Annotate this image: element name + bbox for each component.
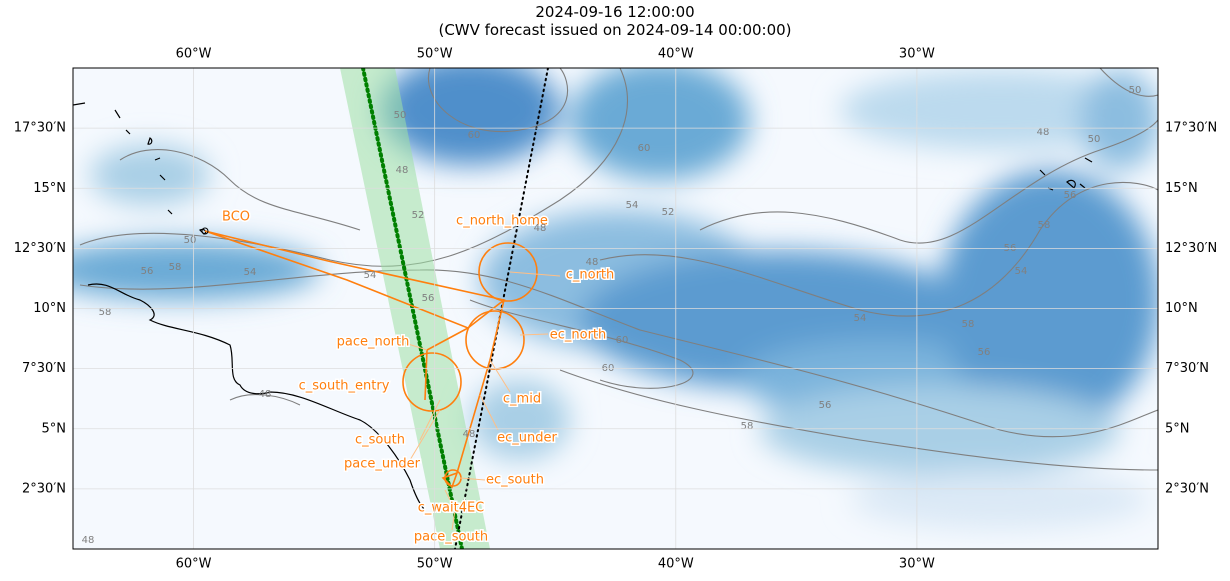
place-label: ec_under xyxy=(497,431,557,446)
contour-label: 50 xyxy=(1129,85,1142,96)
map-area: BCO c_north_home c_north ec_north pace_north… xyxy=(73,68,1158,549)
lat-tick-label: 17°30′N xyxy=(1165,121,1217,136)
contour-label: 60 xyxy=(616,335,629,346)
place-label: BCO xyxy=(222,210,250,225)
contour-label: 58 xyxy=(1038,220,1051,231)
contour-label: 48 xyxy=(259,389,272,400)
place-label: ec_south xyxy=(486,473,544,488)
lat-tick-label: 7°30′N xyxy=(1165,361,1209,376)
contour-label: 50 xyxy=(184,235,197,246)
contour-label: 58 xyxy=(169,262,182,273)
contour-label: 54 xyxy=(244,267,257,278)
contour-label: 48 xyxy=(586,257,599,268)
lat-tick-label: 12°30′N xyxy=(1165,241,1217,256)
place-label: pace_under xyxy=(344,457,421,472)
contour-label: 54 xyxy=(1015,266,1028,277)
lon-tick-label: 60°W xyxy=(176,47,212,62)
place-label: c_north_home xyxy=(456,214,548,229)
contour-label: 48 xyxy=(82,535,95,546)
lon-tick-label: 30°W xyxy=(899,47,935,62)
lat-tick-label: 10°N xyxy=(33,301,66,316)
lat-tick-label: 7°30′N xyxy=(22,361,66,376)
contour-label: 52 xyxy=(662,207,675,218)
contour-label: 56 xyxy=(1064,190,1077,201)
place-label: ec_north xyxy=(550,328,607,343)
place-labels: BCO c_north_home c_north ec_north pace_north… xyxy=(221,208,616,546)
flight-plan xyxy=(201,227,561,531)
contour-label: 48 xyxy=(534,223,547,234)
lat-tick-label: 12°30′N xyxy=(14,241,66,256)
lon-tick-label: 50°W xyxy=(417,557,453,572)
contour-label: 56 xyxy=(978,347,991,358)
lon-tick-label: 50°W xyxy=(417,47,453,62)
place-label: pace_south xyxy=(414,530,488,545)
place-label: c_mid xyxy=(503,392,541,407)
place-label: c_south_entry xyxy=(299,379,390,394)
place-label: c_south xyxy=(355,433,405,448)
contour-label: 50 xyxy=(1088,134,1101,145)
map-frame xyxy=(72,67,1159,550)
lat-tick-label: 2°30′N xyxy=(22,481,66,496)
lat-tick-label: 5°N xyxy=(42,421,67,436)
contour-label: 58 xyxy=(962,319,975,330)
lon-tick-label: 40°W xyxy=(658,557,694,572)
contour-label: 60 xyxy=(468,130,481,141)
ticks: 60°W 60°W 50°W 50°W 40°W 40°W 30°W 30°W 17°30′N 1… xyxy=(14,47,1218,572)
lat-tick-label: 15°N xyxy=(33,181,66,196)
contour-label: 58 xyxy=(741,421,754,432)
contour-label: 56 xyxy=(141,266,154,277)
place-label: c_north xyxy=(566,268,615,283)
lon-tick-label: 30°W xyxy=(899,557,935,572)
lat-tick-label: 2°30′N xyxy=(1165,481,1209,496)
contour-label: 58 xyxy=(99,307,112,318)
contour-label: 50 xyxy=(394,110,407,121)
contour-label: 56 xyxy=(819,400,832,411)
ec-track xyxy=(454,68,549,549)
contour-label: 56 xyxy=(422,293,435,304)
lat-tick-label: 15°N xyxy=(1165,181,1198,196)
contour-label: 60 xyxy=(638,143,651,154)
contour-label: 48 xyxy=(1037,127,1050,138)
cwv-field xyxy=(73,68,1158,530)
contour-label: 54 xyxy=(854,313,867,324)
lat-tick-label: 17°30′N xyxy=(14,121,66,136)
lat-tick-label: 5°N xyxy=(1165,421,1190,436)
contour-label: 48 xyxy=(396,165,409,176)
lat-tick-label: 10°N xyxy=(1165,301,1198,316)
place-label: pace_north xyxy=(337,335,410,350)
subtitle: (CWV forecast issued on 2024-09-14 00:00… xyxy=(438,21,791,39)
contour-label: 48 xyxy=(463,429,476,440)
lon-tick-label: 60°W xyxy=(176,557,212,572)
contour-label: 52 xyxy=(412,210,425,221)
contour-label: 54 xyxy=(364,270,377,281)
coastlines xyxy=(73,102,1093,511)
contour-label: 54 xyxy=(626,200,639,211)
place-label: c_wait4EC xyxy=(418,501,485,516)
lon-tick-label: 40°W xyxy=(658,47,694,62)
title: 2024-09-16 12:00:00 xyxy=(535,3,694,21)
